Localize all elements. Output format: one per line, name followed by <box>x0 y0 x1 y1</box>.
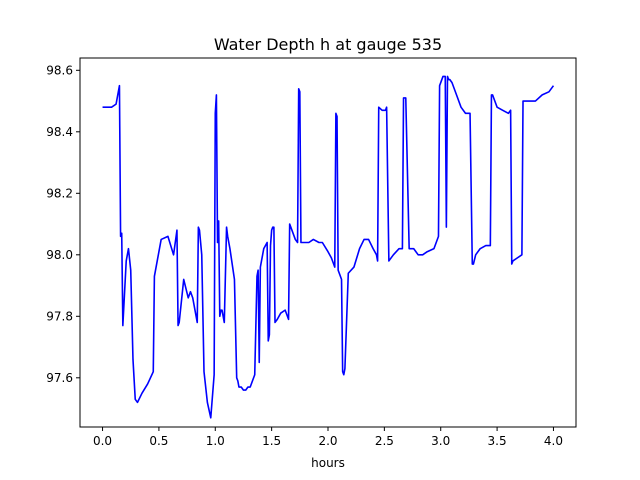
y-tick-label: 97.6 <box>46 371 73 385</box>
x-tick-label: 2.5 <box>375 434 394 448</box>
x-tick-label: 3.5 <box>488 434 507 448</box>
y-tick-label: 98.0 <box>46 248 73 262</box>
x-tick-label: 1.5 <box>262 434 281 448</box>
y-tick-label: 97.8 <box>46 309 73 323</box>
x-axis-label: hours <box>311 456 345 470</box>
plot-area <box>102 75 555 419</box>
x-axis: 0.0 0.5 1.0 1.5 2.0 2.5 3.0 3.5 4.0 <box>93 427 563 448</box>
x-tick-label: 0.0 <box>93 434 112 448</box>
x-tick-label: 2.0 <box>318 434 337 448</box>
series-line-0 <box>102 75 555 419</box>
x-tick-label: 1.0 <box>206 434 225 448</box>
x-tick-label: 0.5 <box>149 434 168 448</box>
y-axis: 97.6 97.8 98.0 98.2 98.4 98.6 <box>46 63 80 385</box>
y-tick-label: 98.4 <box>46 125 73 139</box>
y-tick-label: 98.6 <box>46 63 73 77</box>
axes-frame <box>79 57 577 428</box>
x-tick-label: 3.0 <box>431 434 450 448</box>
x-tick-label: 4.0 <box>544 434 563 448</box>
y-tick-label: 98.2 <box>46 186 73 200</box>
chart-title: Water Depth h at gauge 535 <box>214 35 442 54</box>
